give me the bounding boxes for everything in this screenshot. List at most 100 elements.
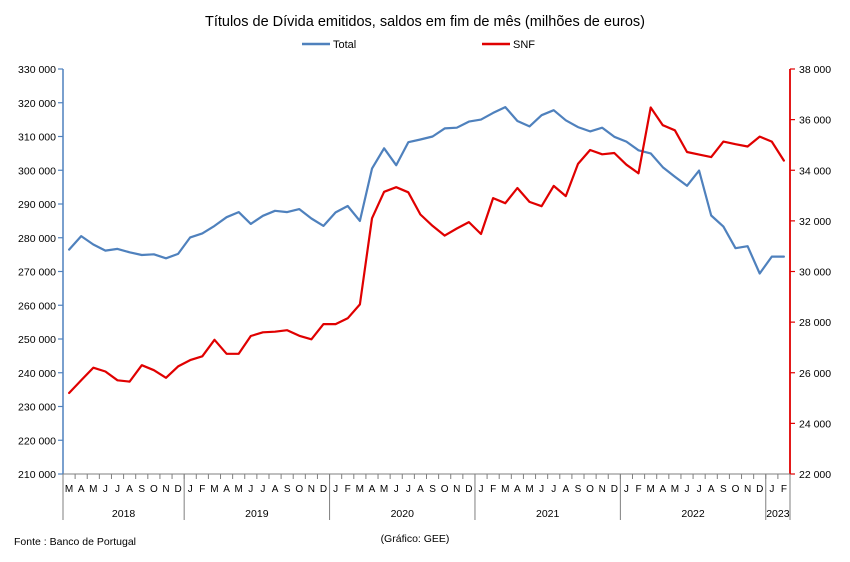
legend-label-snf: SNF bbox=[513, 39, 535, 51]
x-year-label: 2019 bbox=[245, 508, 269, 520]
left-tick-label: 220 000 bbox=[18, 435, 56, 447]
credit-note: (Gráfico: GEE) bbox=[381, 533, 450, 545]
x-month-label: M bbox=[65, 484, 73, 495]
x-month-label: A bbox=[272, 484, 279, 495]
x-month-label: M bbox=[235, 484, 243, 495]
x-month-label: A bbox=[417, 484, 424, 495]
x-month-label: F bbox=[345, 484, 351, 495]
x-month-label: A bbox=[223, 484, 230, 495]
left-tick-label: 210 000 bbox=[18, 469, 56, 481]
x-month-label: S bbox=[429, 484, 436, 495]
x-month-label: S bbox=[720, 484, 727, 495]
x-month-label: J bbox=[103, 484, 108, 495]
right-tick-label: 28 000 bbox=[799, 317, 831, 329]
axes: 210 000 220 000 230 000 240 000 250 000 260 0… bbox=[18, 64, 831, 481]
chart-title: Títulos de Dívida emitidos, saldos em fi… bbox=[205, 14, 645, 30]
left-tick-label: 270 000 bbox=[18, 267, 56, 279]
x-month-label: S bbox=[575, 484, 582, 495]
x-month-label: M bbox=[356, 484, 364, 495]
x-year-label: 2021 bbox=[536, 508, 560, 520]
x-month-label: J bbox=[479, 484, 484, 495]
x-month-label: A bbox=[514, 484, 521, 495]
x-month-label: M bbox=[671, 484, 679, 495]
x-month-label: J bbox=[685, 484, 690, 495]
x-month-label: N bbox=[744, 484, 751, 495]
series-lines bbox=[67, 105, 786, 395]
right-tick-label: 30 000 bbox=[799, 267, 831, 279]
x-month-label: M bbox=[210, 484, 218, 495]
left-tick-label: 260 000 bbox=[18, 300, 56, 312]
x-month-label: F bbox=[635, 484, 641, 495]
x-month-label: F bbox=[490, 484, 496, 495]
x-month-label: J bbox=[260, 484, 265, 495]
x-month-label: J bbox=[115, 484, 120, 495]
x-month-label: N bbox=[599, 484, 606, 495]
x-month-label: S bbox=[284, 484, 291, 495]
x-month-label: J bbox=[394, 484, 399, 495]
x-month-label: D bbox=[611, 484, 618, 495]
x-month-label: J bbox=[551, 484, 556, 495]
x-month-label: D bbox=[320, 484, 327, 495]
right-tick-label: 24 000 bbox=[799, 418, 831, 430]
x-year-label: 2018 bbox=[112, 508, 136, 520]
x-year-label: 2023 bbox=[766, 508, 790, 520]
right-tick-label: 22 000 bbox=[799, 469, 831, 481]
left-tick-label: 290 000 bbox=[18, 199, 56, 211]
left-tick-label: 300 000 bbox=[18, 165, 56, 177]
legend: Total SNF bbox=[302, 39, 535, 51]
x-month-label: O bbox=[441, 484, 449, 495]
x-month-label: O bbox=[586, 484, 594, 495]
x-month-label: N bbox=[308, 484, 315, 495]
x-month-label: F bbox=[199, 484, 205, 495]
x-month-label: D bbox=[174, 484, 181, 495]
right-tick-label: 26 000 bbox=[799, 368, 831, 380]
right-tick-label: 32 000 bbox=[799, 216, 831, 228]
x-month-label: A bbox=[369, 484, 376, 495]
x-month-label: M bbox=[646, 484, 654, 495]
x-month-label: J bbox=[248, 484, 253, 495]
x-month-label: O bbox=[295, 484, 303, 495]
x-month-label: A bbox=[78, 484, 85, 495]
x-month-label: M bbox=[525, 484, 533, 495]
x-month-label: O bbox=[732, 484, 740, 495]
x-month-label: J bbox=[539, 484, 544, 495]
source-note: Fonte : Banco de Portugal bbox=[14, 536, 136, 548]
x-month-label: M bbox=[380, 484, 388, 495]
x-month-label: S bbox=[138, 484, 145, 495]
right-tick-label: 38 000 bbox=[799, 64, 831, 76]
left-tick-label: 320 000 bbox=[18, 98, 56, 110]
x-month-label: N bbox=[453, 484, 460, 495]
left-tick-label: 250 000 bbox=[18, 334, 56, 346]
x-month-label: J bbox=[188, 484, 193, 495]
right-tick-label: 36 000 bbox=[799, 115, 831, 127]
x-month-label: J bbox=[624, 484, 629, 495]
x-month-label: J bbox=[406, 484, 411, 495]
x-month-label: M bbox=[89, 484, 97, 495]
x-month-label: M bbox=[501, 484, 509, 495]
x-month-label: D bbox=[756, 484, 763, 495]
x-month-label: A bbox=[708, 484, 715, 495]
x-year-label: 2022 bbox=[681, 508, 705, 520]
x-month-label: D bbox=[465, 484, 472, 495]
right-tick-label: 34 000 bbox=[799, 165, 831, 177]
x-month-label: A bbox=[563, 484, 570, 495]
x-year-label: 2020 bbox=[391, 508, 415, 520]
left-tick-label: 230 000 bbox=[18, 402, 56, 414]
x-month-label: O bbox=[150, 484, 158, 495]
left-tick-label: 240 000 bbox=[18, 368, 56, 380]
x-month-label: A bbox=[126, 484, 133, 495]
x-month-label: J bbox=[697, 484, 702, 495]
series-line-snf bbox=[67, 106, 786, 395]
x-month-label: N bbox=[162, 484, 169, 495]
left-tick-label: 280 000 bbox=[18, 233, 56, 245]
x-month-label: F bbox=[781, 484, 787, 495]
legend-label-total: Total bbox=[333, 39, 356, 51]
x-month-label: J bbox=[769, 484, 774, 495]
left-tick-label: 330 000 bbox=[18, 64, 56, 76]
x-month-label: J bbox=[333, 484, 338, 495]
x-month-label: A bbox=[659, 484, 666, 495]
left-tick-label: 310 000 bbox=[18, 132, 56, 144]
